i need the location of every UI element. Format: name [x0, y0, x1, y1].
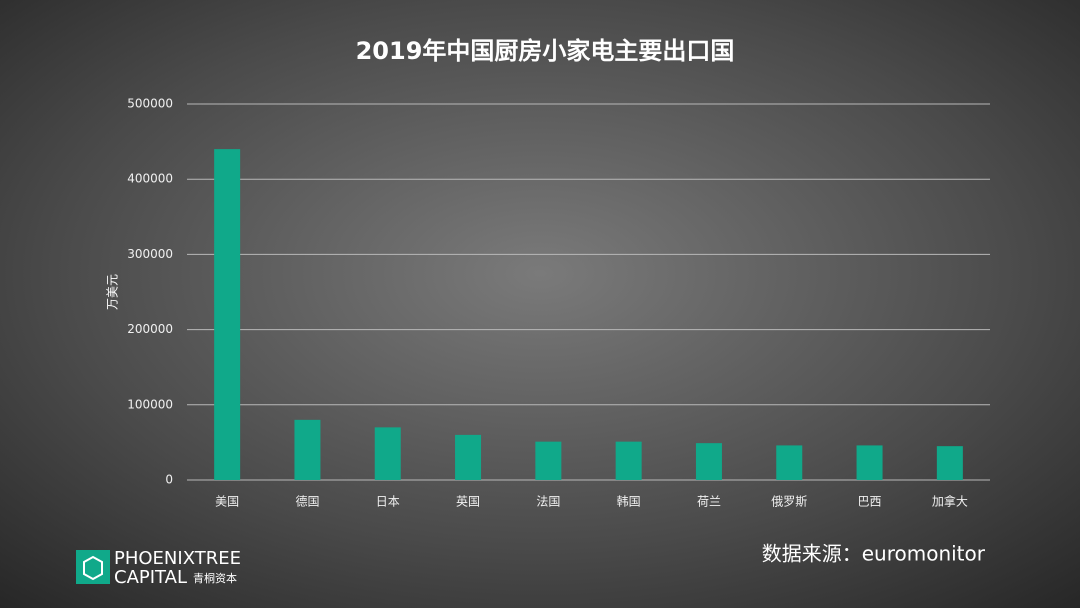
- x-tick-label: 德国: [295, 494, 319, 509]
- x-tick-label: 加拿大: [932, 494, 968, 509]
- y-tick-label: 0: [165, 473, 173, 487]
- logo-mark: [83, 555, 103, 581]
- bar: [936, 446, 963, 480]
- logo: PHOENIXTREE CAPITAL 青桐资本: [76, 548, 241, 588]
- y-tick-label: 500000: [127, 97, 173, 111]
- bar: [695, 443, 722, 480]
- bar: [455, 434, 482, 480]
- x-tick-label: 法国: [536, 495, 560, 509]
- bar: [374, 427, 401, 480]
- x-tick-label: 英国: [456, 495, 480, 509]
- x-tick-label: 俄罗斯: [771, 495, 807, 509]
- y-tick-label: 400000: [127, 172, 173, 186]
- x-tick-label: 美国: [215, 495, 239, 509]
- logo-line2: CAPITAL: [114, 567, 187, 588]
- source: 数据来源：euromonitor: [762, 542, 986, 566]
- y-tick-label: 200000: [127, 322, 173, 336]
- bar: [776, 445, 803, 480]
- x-tick-label: 日本: [376, 495, 400, 509]
- y-tick-label: 100000: [127, 397, 173, 411]
- bar: [615, 441, 642, 480]
- x-tick-label: 巴西: [858, 495, 882, 509]
- logo-line1: PHOENIXTREE: [114, 548, 241, 569]
- y-axis-label: 万美元: [106, 274, 120, 310]
- x-tick-label: 韩国: [617, 494, 641, 509]
- bar: [856, 445, 883, 480]
- bar: [214, 149, 241, 480]
- bar: [535, 441, 562, 480]
- logo-cn: 青桐资本: [193, 571, 237, 585]
- bar: [294, 419, 321, 480]
- x-tick-label: 荷兰: [697, 495, 721, 509]
- chart-title: 2019年中国厨房小家电主要出口国: [356, 37, 735, 65]
- y-tick-label: 300000: [127, 247, 173, 261]
